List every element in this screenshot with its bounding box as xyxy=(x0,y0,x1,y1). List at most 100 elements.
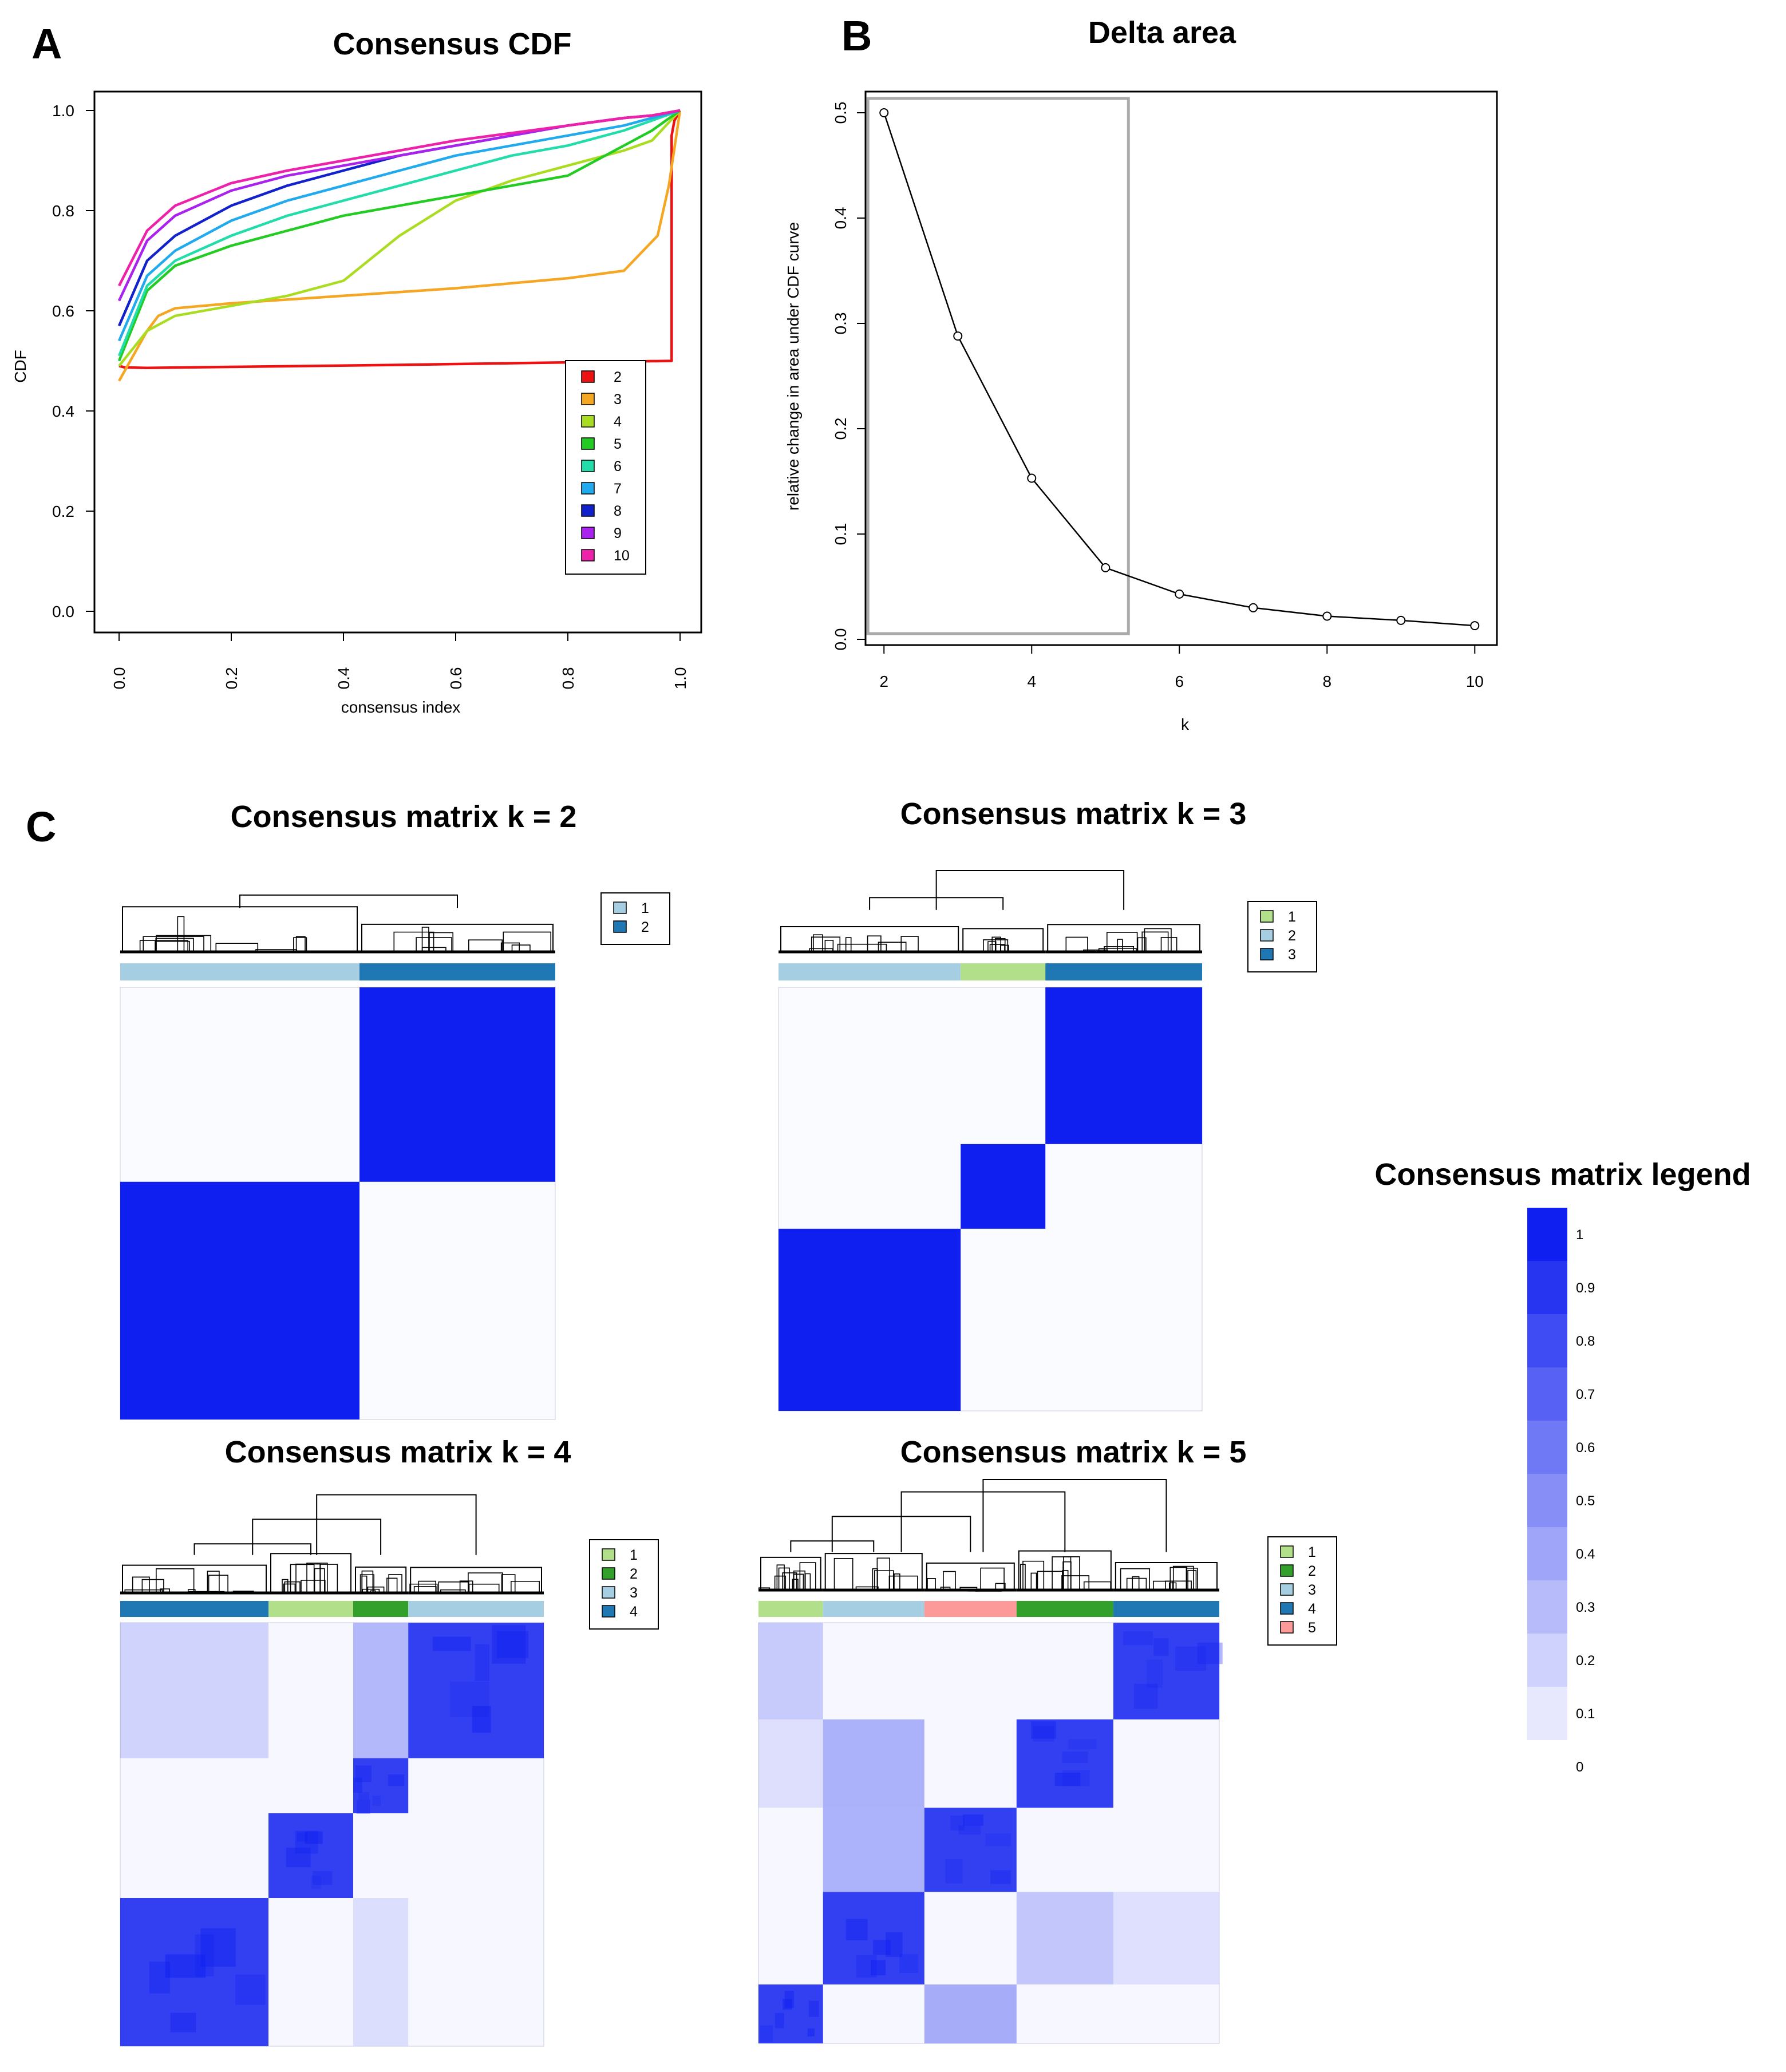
heatmap-block xyxy=(1017,1808,1113,1892)
heatmap-block xyxy=(758,1808,823,1892)
heatmap-block xyxy=(823,1623,924,1719)
legend-swatch xyxy=(581,460,595,472)
dendrogram-branch xyxy=(799,1562,816,1591)
heatmap-texture xyxy=(950,1816,965,1830)
dendrogram-branch xyxy=(888,1575,918,1591)
legend-level-label: 0.6 xyxy=(1576,1440,1595,1456)
heatmap-block xyxy=(268,1623,353,1758)
y-tick-label: 0.6 xyxy=(52,302,74,320)
heatmap-block xyxy=(924,1984,1017,2043)
dendrogram-branch xyxy=(1062,1561,1072,1591)
dendrogram-branch xyxy=(122,906,358,953)
heatmap-block xyxy=(1017,1623,1113,1719)
dendrogram-branch xyxy=(876,1557,890,1591)
dendrogram-branch xyxy=(943,1571,956,1591)
legend-color-cell xyxy=(1527,1474,1567,1527)
cluster-bar-segment xyxy=(823,1601,924,1617)
heatmap-block xyxy=(1113,1623,1219,1720)
heatmap-texture xyxy=(1197,1642,1223,1664)
heatmap-block xyxy=(120,987,359,1182)
legend-swatch xyxy=(602,1605,615,1618)
cluster-bar-segment xyxy=(961,963,1046,980)
x-tick-label: 0.8 xyxy=(559,667,577,690)
series-line-2 xyxy=(118,109,681,370)
cluster-bar-segment xyxy=(758,1601,823,1617)
heatmap-texture xyxy=(475,1644,490,1681)
legend-level-label: 1 xyxy=(1576,1227,1583,1243)
heatmap-texture xyxy=(355,1765,372,1782)
cluster-bar-segment xyxy=(120,963,359,980)
heatmap-texture xyxy=(899,1954,918,1973)
heatmap-texture xyxy=(783,1999,792,2010)
dendrogram-branch xyxy=(824,1553,923,1591)
dendrogram-branch xyxy=(1153,1580,1173,1591)
dendrogram-branch xyxy=(239,894,458,908)
x-tick-label: 10 xyxy=(1466,673,1484,690)
heatmap-texture xyxy=(170,2012,196,2033)
legend-color-cell xyxy=(1527,1634,1567,1687)
heatmap-block xyxy=(1016,1719,1113,1808)
legend-label: 5 xyxy=(614,436,622,452)
dendrogram-branch xyxy=(208,1575,228,1594)
cluster-legend: 1 2 3 xyxy=(1247,901,1317,972)
dendrogram-branch xyxy=(1186,1568,1198,1591)
legend-swatch xyxy=(581,482,595,495)
legend-level-label: 0.9 xyxy=(1576,1280,1595,1296)
dendrogram-branch xyxy=(845,937,852,953)
data-point xyxy=(1248,603,1258,612)
dendrogram-branch xyxy=(994,938,1006,953)
consensus-matrix-k3: Consensus matrix k = 3 1 2 3 xyxy=(778,797,1317,1411)
dendrogram-branch xyxy=(793,1570,806,1591)
dendrogram-branch xyxy=(388,1574,402,1594)
x-tick-label: 6 xyxy=(1175,673,1184,690)
heatmap-block xyxy=(120,1758,268,1813)
heatmap-block xyxy=(359,987,555,1182)
heatmap-texture xyxy=(1175,1646,1206,1671)
series-line-6 xyxy=(117,109,681,357)
heatmap-block xyxy=(1045,1144,1202,1229)
heatmap-texture xyxy=(472,1706,491,1733)
legend-label: 2 xyxy=(630,1566,638,1582)
y-tick-label: 0.2 xyxy=(832,418,849,440)
dendrogram-branch xyxy=(429,932,454,953)
data-point xyxy=(1470,621,1480,631)
dendrogram-branch xyxy=(500,942,520,953)
dendrogram-branch xyxy=(1047,924,1200,953)
x-tick-label: 0.6 xyxy=(447,667,465,690)
legend-label: 1 xyxy=(630,1547,638,1563)
series-line-10 xyxy=(117,109,681,287)
dendrogram-branch xyxy=(833,1558,854,1591)
heatmap-texture xyxy=(200,1928,236,1967)
dendrogram-branch xyxy=(1117,939,1123,953)
heatmap-block xyxy=(353,1758,409,1813)
consensus-matrix-k5: Consensus matrix k = 5 1 2 3 4 5 xyxy=(758,1435,1337,2044)
data-point xyxy=(1322,611,1332,621)
heatmap-texture xyxy=(235,1974,266,2005)
dendrogram-branch xyxy=(1063,1556,1080,1591)
heatmap-texture xyxy=(775,2012,784,2028)
legend-label: 2 xyxy=(1308,1563,1316,1579)
heatmap-block xyxy=(1045,987,1202,1144)
cluster-bar-segment xyxy=(408,1601,544,1617)
heatmap-texture xyxy=(195,1934,214,1977)
heatmap-texture xyxy=(295,1830,318,1854)
dendrogram-branch xyxy=(468,1583,500,1594)
legend-level-label: 0.7 xyxy=(1576,1387,1595,1402)
legend-label: 4 xyxy=(614,414,622,430)
legend-swatch xyxy=(1260,948,1274,960)
legend-swatch xyxy=(1260,910,1274,923)
chart-title: Consensus matrix k = 2 xyxy=(231,800,577,834)
dendrogram-branch xyxy=(926,1562,1015,1591)
dendrogram-branch xyxy=(811,936,841,953)
dendrogram-branch xyxy=(355,1566,407,1594)
dendrogram-branch xyxy=(824,939,834,953)
cluster-bar-segment xyxy=(359,963,555,980)
legend-label: 3 xyxy=(630,1585,638,1601)
heatmap-block xyxy=(961,987,1045,1144)
dendrogram-branch xyxy=(878,942,907,953)
cluster-bar-segment xyxy=(120,1601,268,1617)
legend-label: 10 xyxy=(614,548,630,564)
dendrogram-branch xyxy=(290,1564,315,1594)
dendrogram-branch xyxy=(409,1583,438,1594)
dendrogram-branch xyxy=(872,1568,878,1591)
